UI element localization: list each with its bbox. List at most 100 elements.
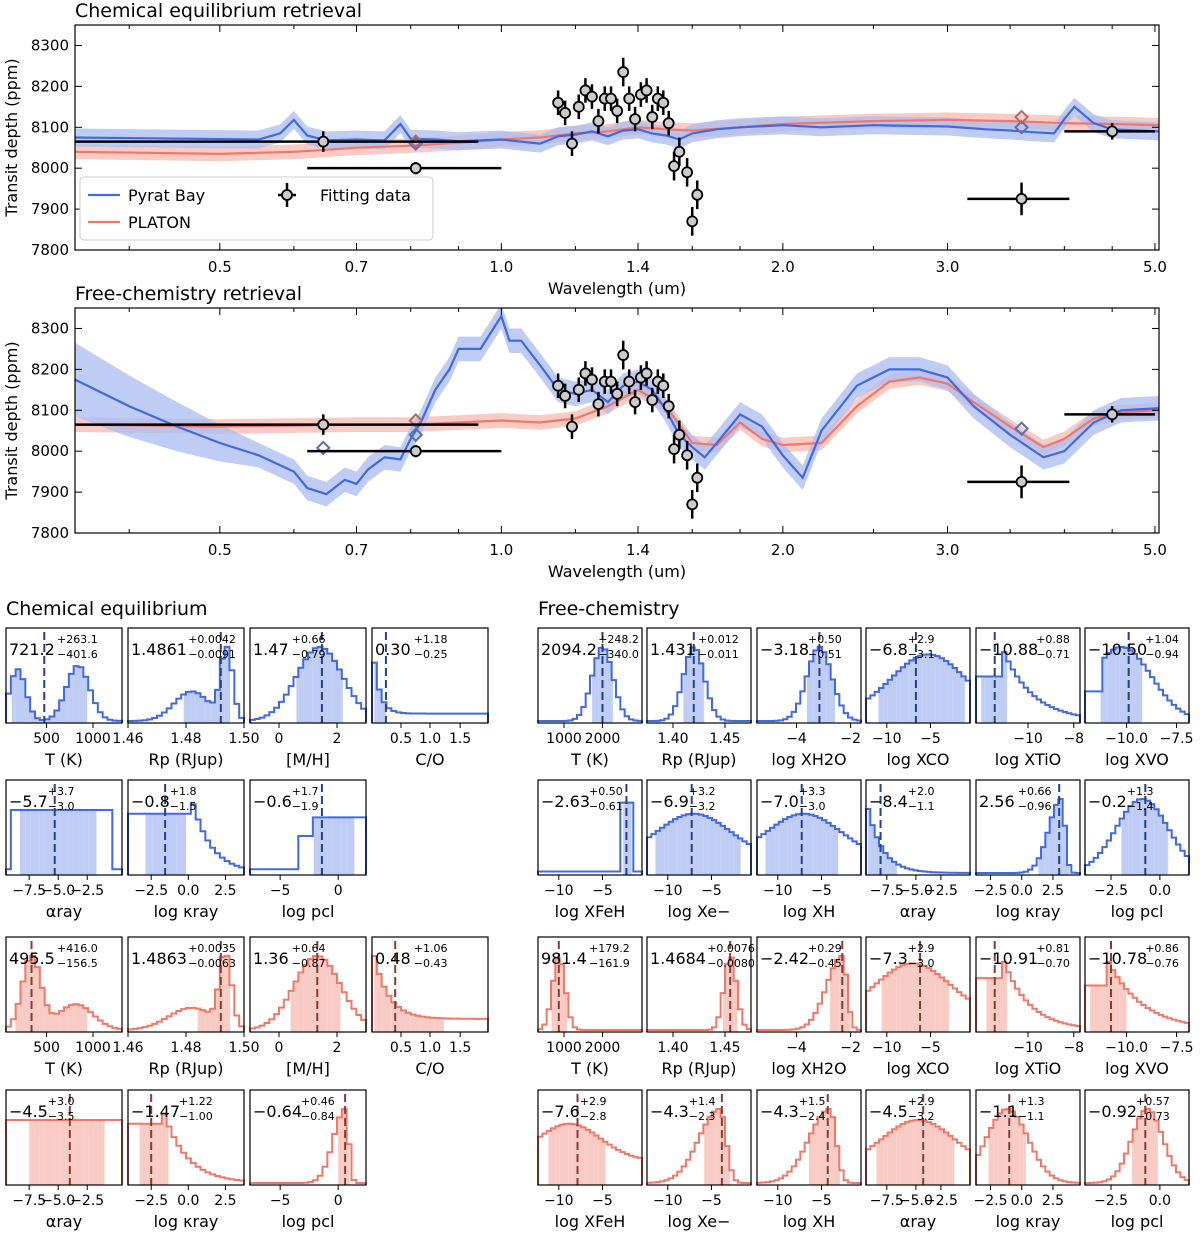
hist-credible-interval (559, 1124, 564, 1185)
hist-plus: +248.2 (598, 633, 639, 646)
data-point (1106, 125, 1119, 138)
hist-credible-interval (59, 700, 64, 723)
hist-axis-label: log XTiO (995, 750, 1061, 769)
hist-outline (537, 1122, 643, 1185)
hist-credible-interval (59, 1120, 64, 1185)
hist-credible-interval (629, 802, 632, 875)
hist-credible-interval (30, 711, 35, 723)
hist-tick-label: −5 (811, 883, 832, 899)
hist-tick-label: −10 (763, 1193, 793, 1209)
model-marker (408, 427, 424, 443)
hist-tick-label: 0.5 (390, 1040, 412, 1056)
hist-credible-interval (668, 821, 673, 875)
hist-value: −5.7 (9, 792, 48, 811)
hist-outline (5, 954, 123, 1032)
hist-credible-interval (1132, 801, 1137, 875)
hist-tick-label: −5 (811, 1193, 832, 1209)
hist-credible-interval (564, 1123, 569, 1185)
hist-credible-interval (707, 817, 712, 875)
hist-value: −1.47 (131, 1102, 180, 1121)
hist-tick-label: −7.5 (12, 1193, 46, 1209)
hist-credible-interval (1137, 1118, 1142, 1185)
data-point (586, 373, 598, 386)
hist-outline (127, 954, 245, 1032)
data-point (552, 379, 565, 392)
hist-axis-label: log κray (154, 902, 219, 921)
hist-credible-interval (733, 835, 738, 875)
hist-credible-interval (922, 965, 927, 1032)
hist-credible-interval (73, 1120, 79, 1185)
data-point (1106, 408, 1119, 421)
hist-tick-label: 1000 (75, 731, 111, 747)
hist-value: −10.91 (979, 949, 1038, 968)
y-tick-label: 8000 (31, 159, 69, 177)
hist-minus: −3.0 (48, 800, 75, 813)
hist-credible-interval (1006, 661, 1008, 723)
hist-plus: +2.9 (908, 1095, 935, 1108)
hist-credible-interval (989, 1127, 994, 1185)
free-platon-hist: 981.4+179.2 −161.9 1000 2000 T (K) (537, 936, 643, 1078)
hist-credible-interval (78, 1005, 84, 1032)
hist-credible-interval (961, 676, 965, 723)
hist-tick-label: −5 (270, 1193, 291, 1209)
y-tick-label: 8300 (31, 319, 69, 337)
free-pyrat-hist: −0.2+1.3 −1.4 −2.5 0.0 log pcl (1084, 779, 1190, 921)
x-tick-label: 2.0 (771, 541, 795, 559)
hist-minus: −3.5 (48, 1110, 75, 1123)
x-tick-label: 0.5 (208, 258, 232, 276)
hist-credible-interval (826, 822, 831, 875)
hist-tick-label: 0 (275, 731, 284, 747)
hist-credible-interval (892, 1129, 897, 1185)
hist-axis-label: log κray (996, 1212, 1061, 1231)
hist-credible-interval (1058, 799, 1063, 875)
hist-credible-interval (809, 1133, 814, 1185)
data-point (566, 420, 578, 433)
y-tick-label: 8100 (31, 401, 69, 419)
hist-credible-interval (44, 1120, 50, 1185)
hist-plus: +3.7 (48, 785, 75, 798)
hist-credible-interval (931, 1124, 936, 1185)
hist-minus: −161.9 (589, 957, 630, 970)
hist-credible-interval (900, 965, 905, 1032)
hist-credible-interval (210, 702, 215, 723)
hist-credible-interval (11, 676, 16, 723)
hist-credible-interval (376, 689, 382, 723)
hist-credible-interval (88, 1120, 93, 1185)
hist-credible-interval (83, 810, 89, 875)
hist-credible-interval (935, 973, 940, 1032)
hist-tick-label: −5.0 (899, 883, 933, 899)
hist-value: 2094.2 (541, 640, 597, 659)
hist-tick-label: 0.0 (1011, 1193, 1033, 1209)
hist-tick-label: −10 (872, 731, 902, 747)
hist-tick-label: 1.45 (709, 1040, 740, 1056)
hist-minus: −0.51 (808, 648, 842, 661)
hist-credible-interval (813, 815, 818, 875)
hist-tick-label: −10.0 (1105, 731, 1148, 747)
hist-credible-interval (883, 853, 888, 875)
hist-credible-interval (896, 1126, 901, 1185)
hist-plus: +1.5 (799, 1095, 826, 1108)
hist-minus: −0.84 (301, 1110, 335, 1123)
hist-credible-interval (1111, 649, 1116, 723)
y-tick-label: 7900 (31, 483, 69, 501)
hist-credible-interval (332, 660, 337, 723)
hist-credible-interval (15, 669, 21, 723)
hist-plus: +2.0 (908, 785, 935, 798)
hist-plus: +263.1 (57, 633, 98, 646)
hist-frame (127, 1089, 245, 1186)
hist-plus: +2.9 (908, 633, 935, 646)
hist-value: 1.36 (253, 949, 289, 968)
hist-credible-interval (817, 817, 822, 875)
hist-tick-label: 1.5 (449, 1040, 471, 1056)
hist-credible-interval (887, 858, 892, 875)
hist-credible-interval (308, 652, 313, 723)
hist-credible-interval (822, 1111, 827, 1185)
hist-tick-label: −5 (592, 1193, 613, 1209)
hist-outline (756, 645, 862, 723)
hist-credible-interval (905, 663, 910, 723)
free-pyrat-hist: −6.9+3.2 −3.2 −10 −5 log Xe− (646, 779, 752, 921)
hist-credible-interval (312, 648, 318, 723)
hist-credible-interval (720, 1117, 725, 1185)
hist-credible-interval (374, 662, 377, 723)
hist-tick-label: 2000 (585, 1040, 621, 1056)
